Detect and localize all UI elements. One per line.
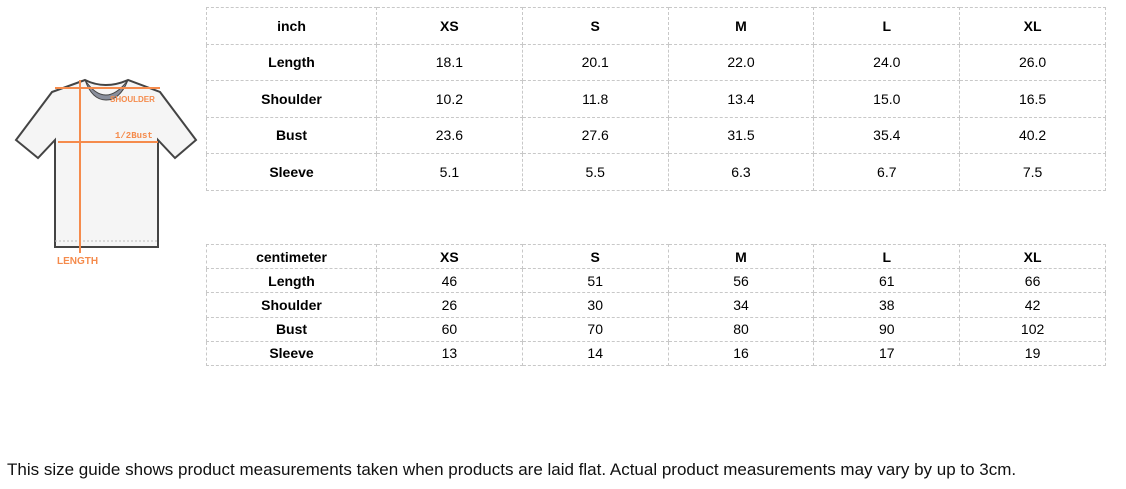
shoulder-label: SHOULDER [110, 95, 155, 104]
column-header: S [521, 7, 669, 45]
column-header: M [667, 7, 815, 45]
header-row: inch XS S M L XL [206, 7, 1106, 45]
table-cell: 14 [521, 340, 669, 366]
table-row: Bust 60 70 80 90 102 [206, 316, 1106, 342]
table-cell: 27.6 [521, 116, 669, 154]
table-cell: 80 [667, 316, 815, 342]
cm-size-table: centimeter XS S M L XL Length 46 51 56 61 66 Shoulde… [206, 243, 1106, 366]
table-row: Length 18.1 20.1 22.0 24.0 26.0 [206, 43, 1106, 81]
tshirt-diagram: SHOULDER 1/2Bust LENGTH [14, 78, 198, 267]
table-cell: 16.5 [959, 80, 1106, 118]
row-label: Shoulder [206, 292, 377, 318]
table-cell: 70 [521, 316, 669, 342]
table-cell: 60 [376, 316, 523, 342]
table-cell: 10.2 [376, 80, 523, 118]
row-label: Length [206, 268, 377, 294]
table-cell: 24.0 [813, 43, 961, 81]
table-cell: 31.5 [667, 116, 815, 154]
table-cell: 7.5 [959, 153, 1106, 191]
table-cell: 56 [667, 268, 815, 294]
column-header: L [813, 7, 961, 45]
table-cell: 13 [376, 340, 523, 366]
table-cell: 18.1 [376, 43, 523, 81]
table-cell: 40.2 [959, 116, 1106, 154]
table-cell: 102 [959, 316, 1106, 342]
inch-size-table: inch XS S M L XL Length 18.1 20.1 22.0 24.0 26.0 Sho… [206, 7, 1106, 191]
table-cell: 11.8 [521, 80, 669, 118]
row-label: Bust [206, 316, 377, 342]
column-header: XS [376, 7, 523, 45]
table-cell: 46 [376, 268, 523, 294]
table-cell: 19 [959, 340, 1106, 366]
table-cell: 35.4 [813, 116, 961, 154]
table-cell: 42 [959, 292, 1106, 318]
table-cell: 90 [813, 316, 961, 342]
bust-label: 1/2Bust [115, 131, 153, 141]
column-header: XL [959, 7, 1106, 45]
table-cell: 22.0 [667, 43, 815, 81]
table-row: Shoulder 26 30 34 38 42 [206, 292, 1106, 318]
table-cell: 34 [667, 292, 815, 318]
table-row: Bust 23.6 27.6 31.5 35.4 40.2 [206, 116, 1106, 154]
table-cell: 17 [813, 340, 961, 366]
table-cell: 26 [376, 292, 523, 318]
table-cell: 26.0 [959, 43, 1106, 81]
row-label: Sleeve [206, 340, 377, 366]
row-label: Sleeve [206, 153, 377, 191]
table-row: Sleeve 13 14 16 17 19 [206, 340, 1106, 366]
table-row: Length 46 51 56 61 66 [206, 268, 1106, 294]
row-label: Shoulder [206, 80, 377, 118]
table-cell: 15.0 [813, 80, 961, 118]
table-cell: 30 [521, 292, 669, 318]
column-header: L [813, 243, 961, 270]
size-guide-note: This size guide shows product measuremen… [7, 460, 1017, 479]
column-header: M [667, 243, 815, 270]
table-cell: 13.4 [667, 80, 815, 118]
table-cell: 6.3 [667, 153, 815, 191]
table-row: Sleeve 5.1 5.5 6.3 6.7 7.5 [206, 153, 1106, 191]
table-cell: 61 [813, 268, 961, 294]
table-cell: 5.5 [521, 153, 669, 191]
length-label: LENGTH [57, 256, 98, 267]
header-row: centimeter XS S M L XL [206, 243, 1106, 270]
column-header: S [521, 243, 669, 270]
table-row: Shoulder 10.2 11.8 13.4 15.0 16.5 [206, 80, 1106, 118]
column-header: centimeter [206, 243, 377, 270]
table-cell: 23.6 [376, 116, 523, 154]
column-header: inch [206, 7, 377, 45]
column-header: XL [959, 243, 1106, 270]
table-cell: 6.7 [813, 153, 961, 191]
row-label: Bust [206, 116, 377, 154]
row-label: Length [206, 43, 377, 81]
table-cell: 38 [813, 292, 961, 318]
table-cell: 51 [521, 268, 669, 294]
table-cell: 16 [667, 340, 815, 366]
table-cell: 20.1 [521, 43, 669, 81]
table-cell: 5.1 [376, 153, 523, 191]
column-header: XS [376, 243, 523, 270]
table-cell: 66 [959, 268, 1106, 294]
